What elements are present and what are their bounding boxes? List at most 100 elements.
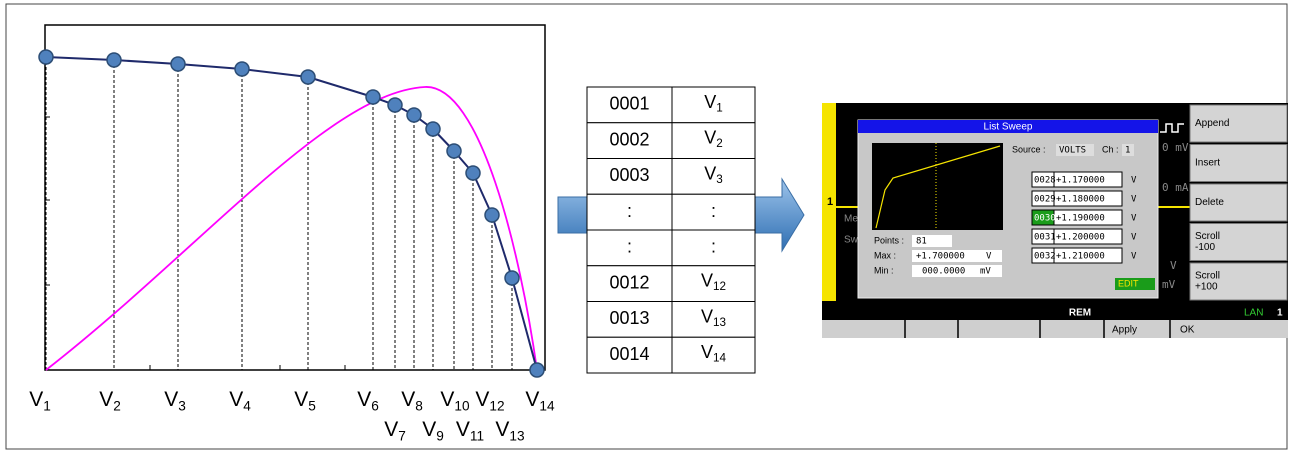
dialog-label: mV (980, 267, 991, 277)
v-label: V5 (294, 388, 316, 413)
list-value-box (1053, 171, 1123, 188)
v-sub: 14 (713, 352, 727, 365)
bottom-bar (822, 320, 1288, 338)
sweep-point (504, 270, 520, 286)
list-value: +1.200000 (1056, 233, 1105, 243)
v-sub: 4 (243, 398, 251, 413)
v-label: V4 (229, 388, 251, 413)
sweep-point (484, 207, 500, 223)
dialog-label: 81 (916, 237, 927, 247)
bottom-key: OK (1180, 325, 1195, 336)
list-value-box (1053, 190, 1123, 207)
yellow-strip (822, 103, 836, 301)
sweep-point (170, 56, 186, 72)
v-main: V (456, 418, 470, 441)
dialog-label: Source : (1012, 144, 1046, 154)
list-value-box (1053, 247, 1123, 264)
list-unit: V (1131, 233, 1137, 243)
v-main: V (294, 388, 308, 411)
v-sub: 14 (539, 398, 555, 413)
v-label: V7 (384, 418, 406, 443)
table-cell (586, 193, 673, 231)
step-number: 0003 (609, 165, 649, 185)
v-sub: 2 (113, 398, 121, 413)
step-number: 0002 (609, 129, 649, 149)
bg-text: 0 mV (1162, 141, 1189, 154)
list-value: +1.210000 (1056, 252, 1105, 262)
softkey (1189, 104, 1288, 143)
v-main: V (701, 306, 713, 326)
v-main: V (701, 270, 713, 290)
softkey-label: -100 (1195, 242, 1215, 253)
step-value: : (711, 237, 716, 257)
step-number: 0014 (609, 344, 649, 364)
list-value: +1.190000 (1056, 214, 1105, 224)
dialog-title: List Sweep (984, 122, 1033, 133)
softkey-label: +100 (1195, 282, 1218, 293)
bottom-key: Apply (1112, 325, 1137, 336)
v-main: V (99, 388, 113, 411)
v-label: V3 (164, 388, 186, 413)
dialog-label: 000.0000 (922, 267, 965, 277)
step-number: 0001 (609, 94, 649, 114)
v-main: V (704, 127, 716, 147)
v-main: V (495, 418, 509, 441)
dialog-label: Min : (874, 265, 894, 275)
v-sub: 11 (470, 428, 484, 443)
softkey (1189, 183, 1288, 222)
v-main: V (704, 163, 716, 183)
bg-text: V (1170, 259, 1177, 272)
list-unit: V (1131, 214, 1137, 224)
v-label: V2 (704, 127, 723, 150)
list-id: 0031 (1034, 233, 1056, 243)
sweep-point (425, 121, 441, 137)
v-sub: 8 (415, 398, 423, 413)
bg-text: mV (1162, 278, 1176, 291)
channel: 1 (827, 196, 833, 208)
list-value-box (1053, 209, 1123, 226)
v-sub: 6 (371, 398, 379, 413)
v-label: V9 (422, 418, 444, 443)
step-number: 0012 (609, 272, 649, 292)
list-id: 0029 (1034, 195, 1056, 205)
softkey-label: Insert (1195, 158, 1220, 169)
table-cell (671, 265, 756, 302)
v-main: V (384, 418, 398, 441)
v-label: V6 (357, 388, 379, 413)
v-sub: 10 (454, 398, 470, 413)
softkey (1189, 262, 1288, 301)
list-unit: V (1131, 252, 1137, 262)
dialog-label: Max : (874, 250, 896, 260)
arrow (751, 177, 805, 253)
table-cell (586, 265, 673, 302)
v-sub: 13 (509, 428, 524, 443)
v-label: V1 (704, 92, 723, 115)
bg-text: 0 mA (1162, 181, 1189, 194)
v-label: V8 (401, 388, 423, 413)
sweep-point (406, 107, 422, 123)
list-value: +1.180000 (1056, 195, 1105, 205)
field (1122, 144, 1134, 156)
sweep-point (465, 165, 481, 181)
list-unit: V (1131, 195, 1137, 205)
v-main: V (704, 92, 716, 112)
v-label: V2 (99, 388, 121, 413)
step-value: : (711, 201, 716, 221)
v-label: V13 (495, 418, 524, 443)
step-number: 0013 (609, 308, 649, 328)
sweep-point (38, 49, 54, 65)
graph (872, 143, 1003, 230)
list-id: 0028 (1034, 176, 1056, 186)
bg-text: Sw (844, 235, 859, 246)
v-label: V14 (525, 388, 555, 413)
v-main: V (525, 388, 539, 411)
v-sub: 2 (716, 137, 723, 150)
list-value: +1.170000 (1056, 176, 1105, 186)
table-cell (671, 229, 756, 267)
v-sub: 12 (713, 280, 726, 293)
v-sub: 12 (489, 398, 504, 413)
sweep-point (387, 97, 403, 113)
field (1056, 144, 1094, 156)
lan: LAN (1244, 308, 1263, 319)
